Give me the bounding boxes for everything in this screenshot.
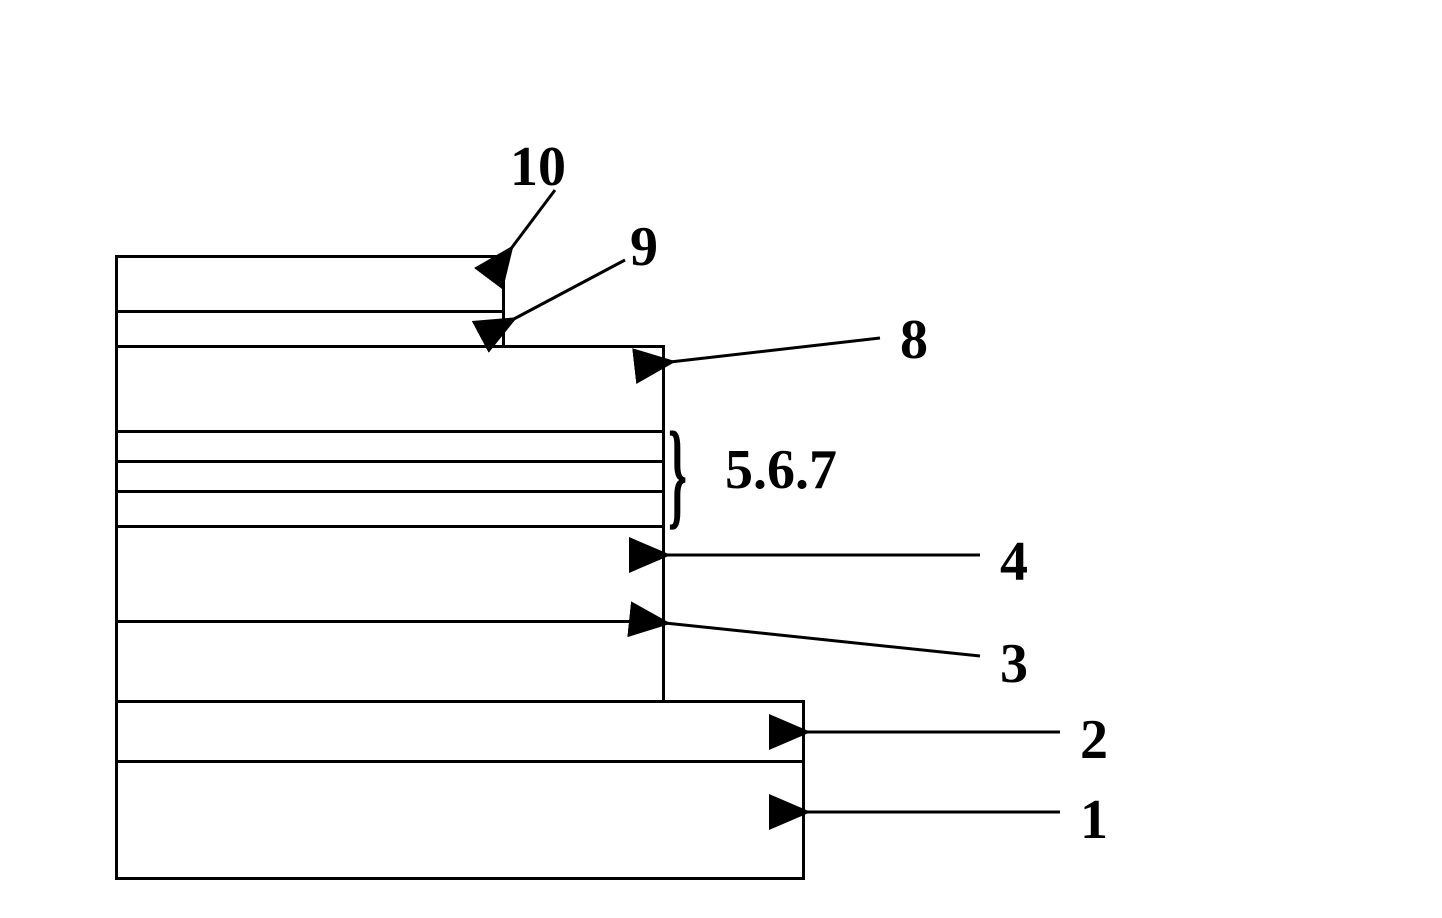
- layer-8: [115, 345, 665, 433]
- layer-2: [115, 700, 805, 763]
- label-10: 10: [510, 135, 566, 199]
- label-1: 1: [1080, 788, 1108, 852]
- layer-5: [115, 490, 665, 528]
- label-9: 9: [630, 215, 658, 279]
- layer-4: [115, 525, 665, 623]
- diagram-canvas: } 1 2 3 4 5.6.7 8 9 10: [0, 0, 1442, 918]
- label-4: 4: [1000, 530, 1028, 594]
- layer-1: [115, 760, 805, 880]
- label-3: 3: [1000, 632, 1028, 696]
- brace-567: }: [668, 406, 687, 544]
- label-567: 5.6.7: [725, 438, 837, 502]
- layer-3: [115, 620, 665, 703]
- layer-6: [115, 460, 665, 493]
- layer-9: [115, 310, 505, 348]
- layer-10: [115, 255, 505, 313]
- label-8: 8: [900, 308, 928, 372]
- label-2: 2: [1080, 708, 1108, 772]
- layer-7: [115, 430, 665, 463]
